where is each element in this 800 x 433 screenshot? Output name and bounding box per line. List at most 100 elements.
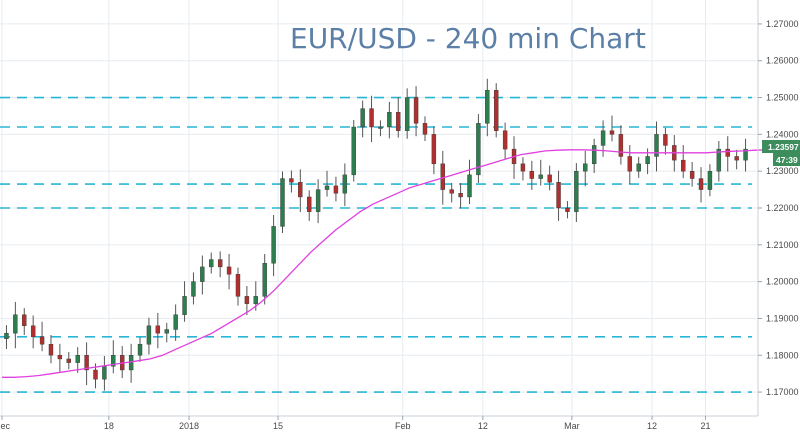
candle-body-down [627,156,632,172]
time-tick-label: Mar [564,421,580,431]
candle-body-down [520,163,526,172]
candle-body-down [413,97,419,124]
candle-body-down [30,325,36,338]
price-tick-label: 1.18000 [766,350,799,360]
price-tick-label: 1.21000 [766,240,799,250]
candle-body-up [137,344,143,356]
candle-body-down [298,182,303,198]
candle-body-down [22,314,27,327]
candle-body-up [13,314,18,334]
candle-body-up [75,355,80,363]
candle-body-up [404,97,410,131]
candle-body-down [547,174,552,183]
countdown-badge [773,153,800,166]
candlesticks [4,78,748,391]
candle-body-down [681,159,686,172]
candle-body-up [591,145,597,165]
candle-body-up [280,178,285,227]
price-tick-label: 1.25000 [766,93,799,103]
candle-body-up [467,174,472,198]
last-price-label: 1.23597 [768,142,799,152]
candle-body-down [48,344,54,356]
last-price-badge [762,140,800,153]
candle-body-down [57,355,63,360]
candle-body-up [164,329,169,334]
candle-body-up [485,89,490,124]
candle-body-up [182,296,187,315]
chart-title: EUR/USD - 240 min Chart [290,22,646,55]
candle-body-up [583,163,588,172]
price-tick-label: 1.27000 [766,19,799,29]
candle-body-up [636,163,641,172]
moving-average-line [2,149,768,378]
candle-body-up [209,259,214,268]
time-tick-label: 2018 [179,421,199,431]
candle-body-up [262,263,267,297]
candle-body-down [66,358,71,363]
candle-body-down [39,336,45,345]
time-tick-label: 21 [700,421,710,431]
candle-body-down [226,266,232,275]
candle-body-up [111,355,116,367]
candle-body-down [529,170,535,179]
candle-body-down [689,170,695,179]
candle-body-up [743,148,748,161]
candle-body-down [494,89,499,131]
candle-body-up [654,134,659,157]
candle-body-up [102,366,107,380]
candle-body-up [360,108,365,128]
candle-body-down [565,207,570,212]
candle-body-up [645,156,650,165]
candle-body-up [4,332,9,339]
candle-body-down [333,185,339,194]
price-badges: 1.23597 47:39 [762,140,800,166]
candle-body-down [235,274,241,297]
candle-body-up [378,126,383,129]
candle-body-down [609,130,615,135]
candle-body-up [351,126,356,176]
candle-body-down [502,130,508,150]
candle-body-down [440,163,445,190]
candle-body-down [93,369,98,380]
price-tick-label: 1.22000 [766,203,799,213]
candle-body-up [716,148,722,172]
candle-body-up [315,189,321,212]
price-axis: 1.27000 1.26000 1.25000 1.24000 1.23000 1.220… [758,19,799,397]
candle-body-down [422,123,428,135]
candle-body-up [707,170,713,190]
candle-body-up [271,226,276,264]
candle-body-up [476,123,481,176]
candle-body-down [458,193,463,198]
candle-body-up [342,174,348,194]
time-tick-label: 12 [647,421,657,431]
time-tick-label: Dec [0,421,10,431]
candle-body-down [217,259,223,268]
candle-body-down [698,178,704,190]
moving-average-path [2,149,768,378]
candle-body-up [600,130,606,146]
candle-body-down [289,178,294,183]
time-tick-label: 12 [478,421,488,431]
horizontal-levels [0,96,752,393]
candle-body-down [618,134,624,157]
price-tick-label: 1.20000 [766,277,799,287]
time-tick-label: 15 [273,421,283,431]
price-tick-label: 1.24000 [766,129,799,139]
candle-body-up [253,296,258,304]
candle-body-down [449,189,454,194]
candle-body-up [538,174,543,179]
candle-body-down [369,108,374,128]
candle-body-up [574,170,579,212]
candle-body-down [663,134,668,146]
candle-body-down [307,196,312,212]
price-tick-label: 1.19000 [766,313,799,323]
candle-body-down [556,182,561,209]
candle-body-down [431,134,437,165]
candle-body-up [324,185,330,190]
time-tick-label: 18 [104,421,114,431]
candle-body-up [387,112,392,128]
candle-body-down [396,112,401,131]
candle-body-up [191,281,196,297]
candle-body-down [84,355,89,371]
